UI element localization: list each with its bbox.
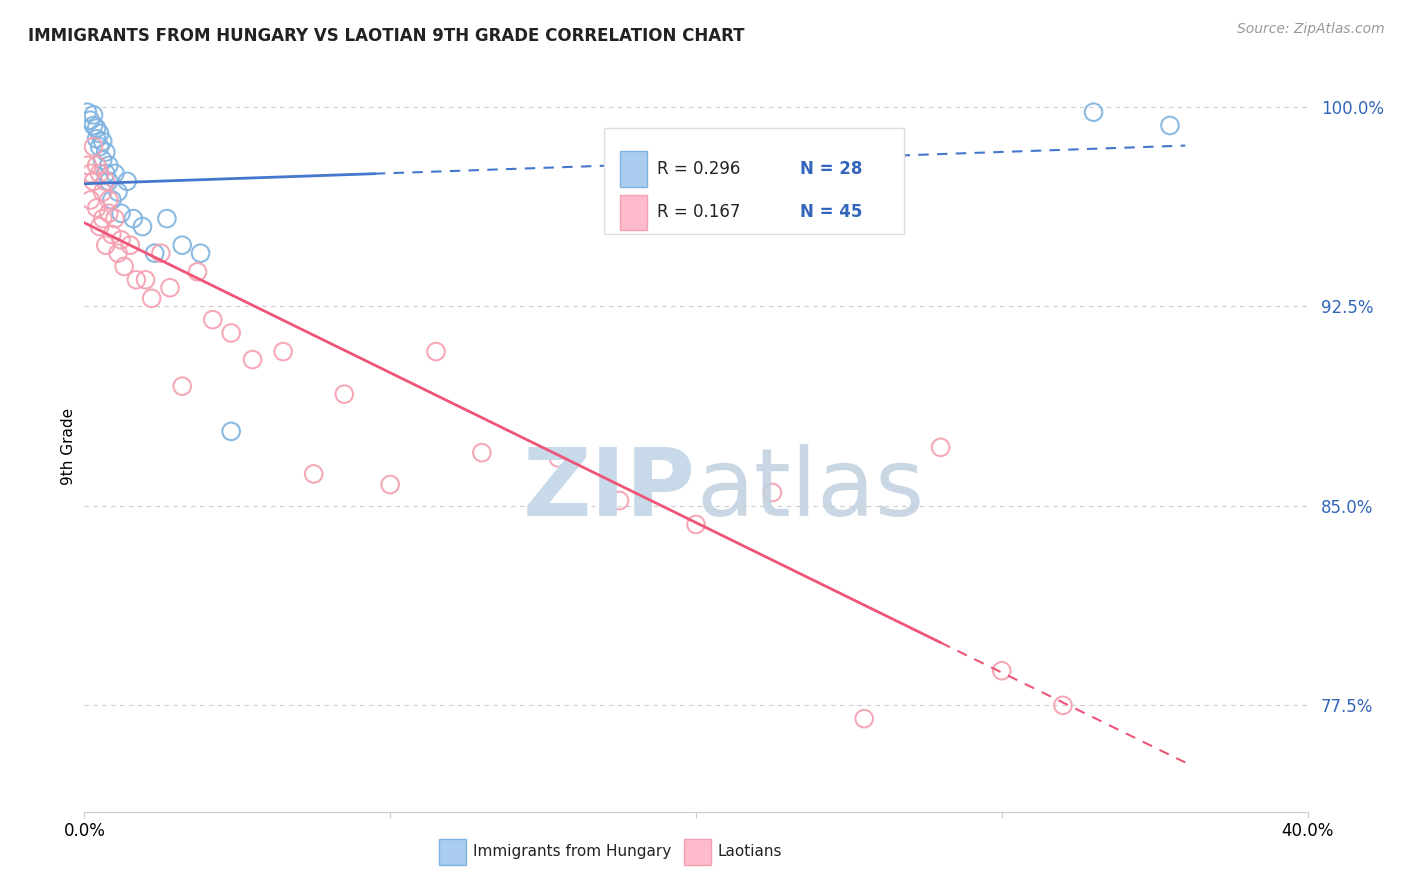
Text: IMMIGRANTS FROM HUNGARY VS LAOTIAN 9TH GRADE CORRELATION CHART: IMMIGRANTS FROM HUNGARY VS LAOTIAN 9TH G… <box>28 27 745 45</box>
Point <box>271 344 294 359</box>
Point <box>609 493 631 508</box>
Point <box>89 219 111 234</box>
Point <box>86 132 108 146</box>
Y-axis label: 9th Grade: 9th Grade <box>60 408 76 484</box>
Text: ZIP: ZIP <box>523 444 696 536</box>
Point <box>131 219 153 234</box>
Point <box>97 206 120 220</box>
Point <box>219 326 242 340</box>
Text: Source: ZipAtlas.com: Source: ZipAtlas.com <box>1237 22 1385 37</box>
Point <box>110 206 132 220</box>
Point <box>107 246 129 260</box>
Point <box>94 174 117 188</box>
Point <box>333 387 356 401</box>
Point <box>97 193 120 207</box>
Point <box>991 664 1014 678</box>
Point <box>186 265 208 279</box>
Point <box>97 158 120 172</box>
Bar <box>683 838 710 865</box>
Point <box>83 174 105 188</box>
Point <box>94 238 117 252</box>
Bar <box>620 152 647 186</box>
Point <box>110 233 132 247</box>
Point <box>190 246 212 260</box>
Point <box>471 445 494 459</box>
Point <box>91 153 114 167</box>
Point <box>761 485 783 500</box>
Point <box>104 166 127 180</box>
Text: Immigrants from Hungary: Immigrants from Hungary <box>474 845 672 860</box>
Bar <box>439 838 465 865</box>
Point <box>853 712 876 726</box>
Point <box>156 211 179 226</box>
Point <box>201 312 224 326</box>
Point <box>125 273 148 287</box>
Point <box>122 211 145 226</box>
Bar <box>620 194 647 230</box>
Point <box>83 119 105 133</box>
Point <box>172 379 194 393</box>
Point <box>76 105 98 120</box>
Point <box>83 108 105 122</box>
Point <box>115 174 138 188</box>
Point <box>91 211 114 226</box>
Text: R = 0.167: R = 0.167 <box>657 203 740 221</box>
Point <box>219 425 242 439</box>
Point <box>79 113 101 128</box>
FancyBboxPatch shape <box>605 128 904 234</box>
Point <box>242 352 264 367</box>
Point <box>1159 119 1181 133</box>
Point <box>97 174 120 188</box>
Point <box>104 211 127 226</box>
Point <box>101 227 124 242</box>
Point <box>135 273 157 287</box>
Point <box>76 158 98 172</box>
Point <box>149 246 172 260</box>
Text: atlas: atlas <box>696 444 924 536</box>
Point <box>685 517 707 532</box>
Point <box>172 238 194 252</box>
Point <box>91 135 114 149</box>
Point <box>1052 698 1074 713</box>
Point <box>380 477 402 491</box>
Point <box>79 193 101 207</box>
Point <box>86 158 108 172</box>
Point <box>107 185 129 199</box>
Point <box>141 292 163 306</box>
Point <box>86 201 108 215</box>
Point <box>94 166 117 180</box>
Point <box>112 260 135 274</box>
Point <box>89 127 111 141</box>
Point <box>94 145 117 160</box>
Point <box>1083 105 1105 120</box>
Point <box>547 450 569 465</box>
Text: Laotians: Laotians <box>718 845 783 860</box>
Point <box>929 440 952 454</box>
Point <box>89 166 111 180</box>
Point <box>101 193 124 207</box>
Text: R = 0.296: R = 0.296 <box>657 160 740 178</box>
Text: N = 28: N = 28 <box>800 160 862 178</box>
Point <box>120 238 142 252</box>
Point <box>79 166 101 180</box>
Point <box>89 140 111 154</box>
Text: N = 45: N = 45 <box>800 203 862 221</box>
Point <box>86 121 108 136</box>
Point <box>91 185 114 199</box>
Point <box>83 140 105 154</box>
Point <box>159 281 181 295</box>
Point <box>425 344 447 359</box>
Point <box>302 467 325 481</box>
Point <box>143 246 166 260</box>
